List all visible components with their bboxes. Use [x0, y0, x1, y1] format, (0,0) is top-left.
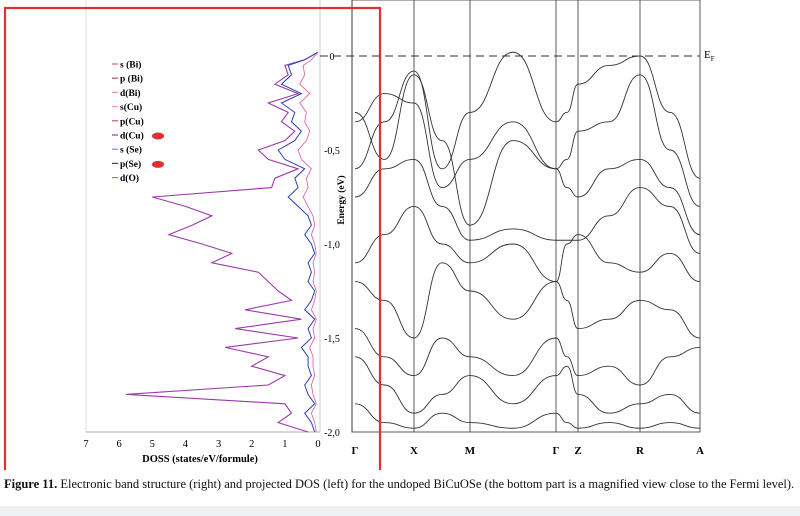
band-line: [354, 51, 701, 179]
bands: [354, 51, 701, 429]
energy-tick-label: -1,0: [324, 240, 340, 251]
band-line: [354, 356, 701, 414]
band-line: [354, 74, 701, 226]
band-line: [354, 93, 701, 236]
band-panel: EF Γ X M Γ Z R A: [320, 0, 715, 457]
k-label: R: [636, 445, 645, 457]
legend-label: p(Se): [120, 159, 141, 170]
energy-tick-label: -1,5: [324, 334, 340, 345]
dos-x-tick-label: 3: [216, 439, 221, 450]
k-point-lines: [413, 0, 641, 432]
dos-x-ticks: 7 6 5 4 3 2 1 0: [83, 439, 320, 450]
dos-x-tick-label: 6: [117, 439, 122, 450]
caption-label: Figure 11.: [4, 477, 58, 491]
legend-label: s(Cu): [120, 102, 142, 113]
legend-label: d(Bi): [120, 88, 141, 99]
band-frame: [351, 0, 701, 433]
bottom-strip: [0, 506, 800, 516]
band-line: [354, 158, 701, 254]
dos-curves: [125, 51, 319, 433]
caption-text: Electronic band structure (right) and pr…: [57, 477, 795, 491]
dos-panel: 7 6 5 4 3 2 1 0 DOSS (states/eV/formule) s (Bi)…: [83, 0, 321, 465]
band-line: [354, 262, 701, 339]
legend-label: d(Cu): [120, 131, 144, 142]
band-line: [354, 403, 701, 429]
energy-ticks: 0 -0,5 -1,0 -1,5 -2,0: [324, 52, 340, 439]
k-label: X: [410, 445, 418, 457]
energy-axis: 0 -0,5 -1,0 -1,5 -2,0 Energy (eV): [324, 0, 353, 439]
legend-label: p(Cu): [120, 116, 144, 127]
dos-x-tick-label: 7: [83, 439, 88, 450]
figure: 7 6 5 4 3 2 1 0 DOSS (states/eV/formule) s (Bi)…: [3, 0, 715, 470]
energy-tick-label: 0: [330, 52, 335, 63]
band-line: [354, 328, 701, 386]
fermi-label: EF: [704, 49, 715, 63]
dos-pse-curve: [277, 51, 319, 433]
energy-tick-label: -2,0: [324, 428, 340, 439]
legend-label: p (Bi): [120, 74, 143, 85]
figure-caption: Figure 11. Electronic band structure (ri…: [4, 476, 796, 492]
energy-tick-label: -0,5: [324, 146, 340, 157]
dos-x-axis-label: DOSS (states/eV/formule): [142, 454, 258, 465]
dos-x-tick-label: 4: [183, 439, 189, 450]
dos-legend: s (Bi) p (Bi) d(Bi) s(Cu) p(Cu) d(Cu) s (Se) p(…: [112, 60, 164, 184]
legend-label: d(O): [120, 173, 139, 184]
k-label: Γ: [553, 445, 560, 457]
red-mark: [152, 132, 164, 140]
k-label: Z: [574, 445, 581, 457]
k-label: Γ: [352, 445, 359, 457]
band-line: [354, 205, 701, 283]
k-label: M: [465, 445, 476, 457]
energy-axis-label: Energy (eV): [336, 175, 347, 224]
k-label: A: [696, 445, 704, 457]
highlight-box: [3, 6, 382, 470]
red-mark: [152, 160, 164, 168]
dos-pcu-curve: [297, 51, 319, 433]
dos-total-curve: [125, 51, 319, 433]
dos-x-tick-label: 0: [315, 439, 320, 450]
dos-x-tick-label: 2: [249, 439, 254, 450]
legend-label: s (Se): [120, 145, 142, 156]
dos-x-tick-label: 1: [282, 439, 287, 450]
legend-label: s (Bi): [120, 60, 141, 71]
dos-x-tick-label: 5: [150, 439, 155, 450]
